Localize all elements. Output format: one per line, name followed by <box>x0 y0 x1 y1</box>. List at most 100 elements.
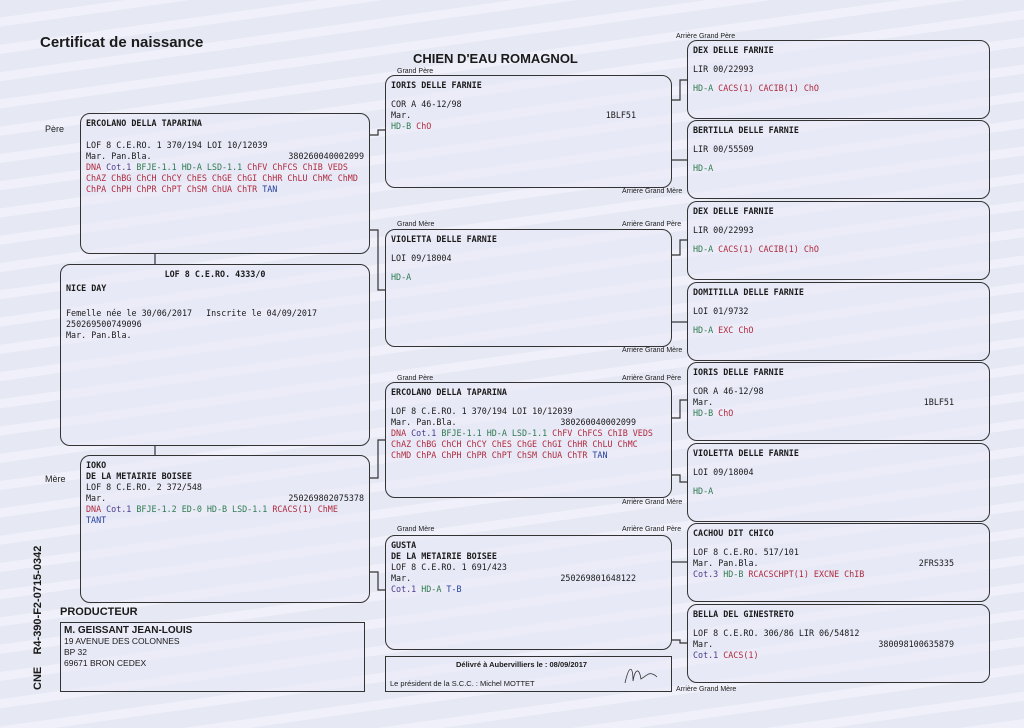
dam-name: IOKO <box>86 460 107 470</box>
producer-address-line: 69671 BRON CEDEX <box>64 658 147 668</box>
great-grandparent-registration: LOF 8 C.E.RO. 517/101 <box>693 547 799 557</box>
great-grandparent-titles: HD-A <box>693 486 984 497</box>
ggp-label: Arrière Grand Père <box>676 33 736 40</box>
gp-label: Grand Père <box>397 68 434 75</box>
great-grandparent-titles: HD-B ChO <box>693 408 984 419</box>
great-grandparent-registration: LOI 09/18004 <box>693 467 754 477</box>
dam-label: Mère <box>45 474 66 484</box>
great-grandparent-color: Mar. <box>693 397 714 407</box>
puppy-dates: Femelle née le 30/06/2017 Inscrite le 04/… <box>66 308 364 319</box>
dam-color-chip: Mar. 250269802075378 <box>86 493 364 504</box>
sire-registration: LOF 8 C.E.RO. 1 370/194 LOI 10/12039 <box>86 140 268 150</box>
title-tag: ChLU <box>287 173 308 183</box>
great-grandparent-card: DEX DELLE FARNIE LIR 00/22993 HD-A CACS(1) C… <box>687 201 990 280</box>
title-tag: CACIB(1) <box>758 83 799 93</box>
title-tag: HD-B <box>206 504 228 514</box>
maternal-grandmother-color: Mar. <box>391 573 412 583</box>
great-grandparent-card: BELLA DEL GINESTRETO LOF 8 C.E.RO. 306/86… <box>687 604 990 683</box>
maternal-grandfather-registration: LOF 8 C.E.RO. 1 370/194 LOI 10/12039 <box>391 406 573 416</box>
great-grandparent-titles: HD-A CACS(1) CACIB(1) ChO <box>693 83 984 94</box>
title-tag: ChGI <box>237 173 258 183</box>
title-tag: BFJE-1.1 <box>136 162 177 172</box>
paternal-grandfather-registration: COR A 46-12/98 <box>391 99 462 109</box>
ggm-label: Arrière Grand Mère <box>622 499 683 506</box>
title-tag: ChFCS <box>272 162 298 172</box>
great-grandparent-card: CACHOU DIT CHICO LOF 8 C.E.RO. 517/101 Mar… <box>687 523 990 602</box>
great-grandparent-registration: LIR 00/55509 <box>693 144 754 154</box>
title-tag: Cot.1 <box>391 584 417 594</box>
title-tag: ChUA <box>211 184 233 194</box>
puppy-name: NICE DAY <box>66 283 107 293</box>
title-tag: DNA <box>391 428 407 438</box>
great-grandparent-registration: LIR 00/22993 <box>693 225 754 235</box>
great-grandparent-color-chip: Mar. 380098100635879 <box>693 639 984 650</box>
title-tag: ChIB <box>844 569 865 579</box>
title-tag: HD-B <box>723 569 744 579</box>
title-tag: ChSM <box>516 450 538 460</box>
sire-label: Père <box>45 124 65 134</box>
title-tag: ChSM <box>186 184 207 194</box>
great-grandparent-titles: HD-A EXC ChO <box>693 325 984 336</box>
great-grandparent-name: BERTILLA DELLE FARNIE <box>693 125 799 135</box>
sire-name: ERCOLANO DELLA TAPARINA <box>86 118 202 128</box>
title-tag: ChO <box>738 325 754 335</box>
dam-color: Mar. <box>86 493 107 503</box>
title-tag: ChES <box>491 439 512 449</box>
title-tag: Cot.1 <box>106 162 132 172</box>
great-grandparent-card: DEX DELLE FARNIE LIR 00/22993 HD-A CACS(1) C… <box>687 40 990 119</box>
puppy-card: LOF 8 C.E.RO. 4333/0 NICE DAY Femelle né… <box>60 264 370 446</box>
title-tag: ChBG <box>111 173 132 183</box>
title-tag: HD-A <box>693 244 714 254</box>
title-tag: HD-A <box>486 428 507 438</box>
puppy-color: Mar. Pan.Bla. <box>66 330 132 340</box>
title-tag: T-B <box>446 584 462 594</box>
producer-name: M. GEISSANT JEAN-LOUIS <box>64 625 193 636</box>
title-tag: BFJE-1.1 <box>441 428 482 438</box>
title-tag: ChIB <box>302 162 323 172</box>
title-tag: ChTR <box>567 450 588 460</box>
title-tag: ChO <box>803 244 819 254</box>
title-tag: Cot.1 <box>693 650 719 660</box>
title-tag: ED-0 <box>181 504 202 514</box>
maternal-grandfather-card: ERCOLANO DELLA TAPARINA LOF 8 C.E.RO. 1 3… <box>385 382 672 498</box>
title-tag: ChCH <box>441 439 462 449</box>
title-tag: HD-A <box>693 486 714 496</box>
sire-color: Mar. Pan.Bla. <box>86 151 152 161</box>
title-tag: ChPT <box>161 184 182 194</box>
title-tag: ChFCS <box>577 428 603 438</box>
title-tag: TAN <box>262 184 278 194</box>
paternal-grandmother-registration: LOI 09/18004 <box>391 253 452 263</box>
great-grandparent-name: DOMITILLA DELLE FARNIE <box>693 287 804 297</box>
great-grandparent-name: BELLA DEL GINESTRETO <box>693 609 794 619</box>
title-tag: ChPH <box>111 184 132 194</box>
maternal-grandmother-titles: Cot.1 HD-A T-B <box>391 584 666 595</box>
dam-titles: DNA Cot.1 BFJE-1.2 ED-0 HD-B LSD-1.1 RCACS(1) C… <box>86 504 364 526</box>
great-grandparent-registration: LIR 00/22993 <box>693 64 754 74</box>
title-tag: ChFV <box>247 162 268 172</box>
title-tag: DNA <box>86 504 102 514</box>
gp-label: Grand Père <box>397 375 434 382</box>
title-tag: ChGE <box>516 439 538 449</box>
title-tag: ChO <box>416 121 432 131</box>
title-tag: ChPH <box>441 450 462 460</box>
great-grandparent-card: VIOLETTA DELLE FARNIE LOI 09/18004 HD-A <box>687 443 990 522</box>
code-number: R4-390-F2-0715-0342 <box>32 545 44 655</box>
title-tag: TAN <box>592 450 608 460</box>
title-tag: RCACS(1) <box>272 504 313 514</box>
maternal-grandfather-chip: 380260040002099 <box>560 417 636 427</box>
puppy-chip: 250269500749096 <box>66 319 142 329</box>
great-grandparent-color: Mar. <box>693 639 714 649</box>
paternal-grandmother-card: VIOLETTA DELLE FARNIE LOI 09/18004 HD-A <box>385 229 672 347</box>
title-tag: CACS(1) <box>718 83 754 93</box>
sire-titles: DNA Cot.1 BFJE-1.1 HD-A LSD-1.1 ChFV ChFCS ChIB… <box>86 162 364 195</box>
title-tag: ChME <box>317 504 338 514</box>
dam-kennel: DE LA METAIRIE BOISEE <box>86 471 192 481</box>
title-tag: ChGI <box>542 439 563 449</box>
great-grandparent-registration: COR A 46-12/98 <box>693 386 764 396</box>
title-tag: HD-A <box>693 83 714 93</box>
great-grandparent-titles: Cot.1 CACS(1) <box>693 650 984 661</box>
title-tag: ChLU <box>592 439 613 449</box>
dam-card: IOKO DE LA METAIRIE BOISEE LOF 8 C.E.RO.… <box>80 455 370 603</box>
